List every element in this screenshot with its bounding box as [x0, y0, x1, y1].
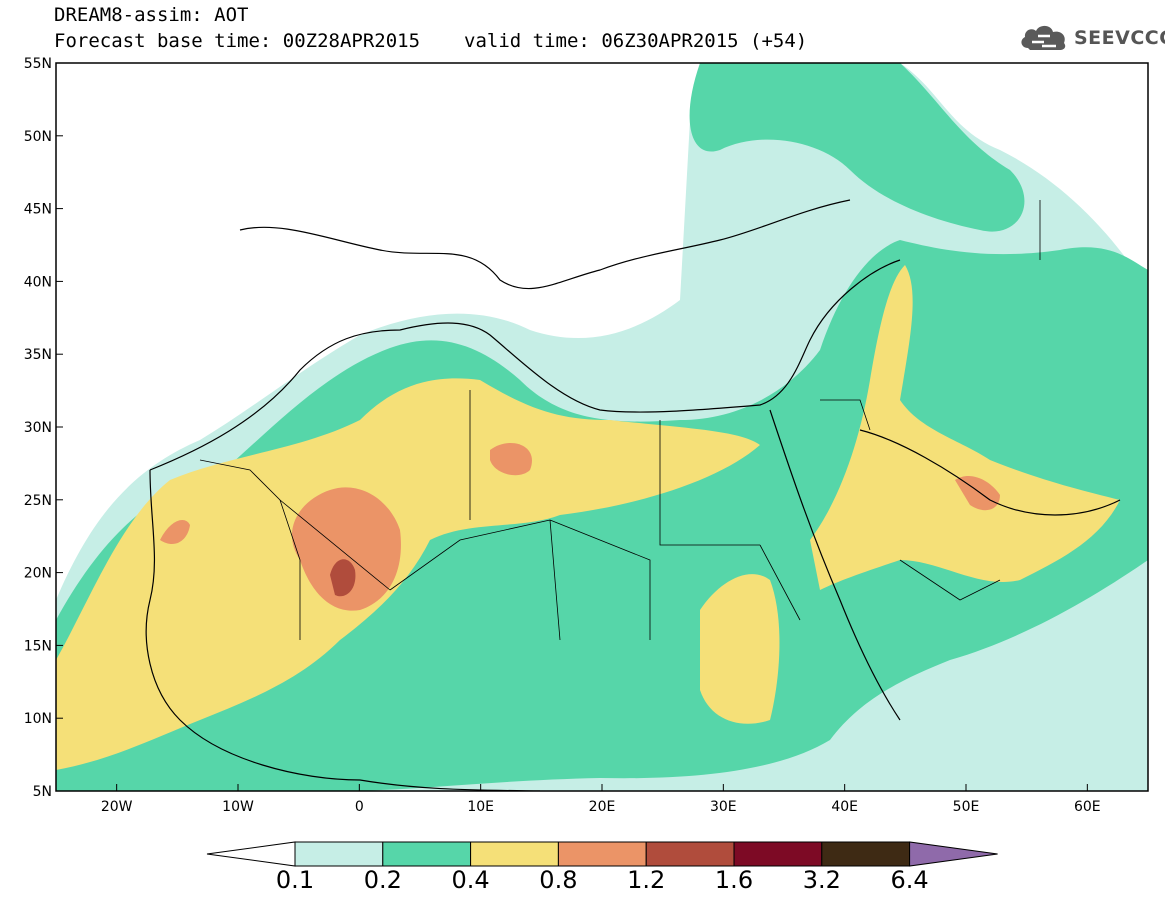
lat-tick-label: 40N [24, 274, 52, 290]
colorbar-label: 0.4 [451, 866, 490, 894]
lat-tick-label: 30N [24, 420, 52, 436]
cloud-icon [1021, 25, 1066, 50]
aot-contour-0.4 [56, 378, 760, 770]
valid-time: valid time: 06Z30APR2015 (+54) [464, 30, 808, 52]
colorbar-box [645, 841, 735, 867]
colorbar-box [821, 841, 911, 867]
colorbar [206, 841, 998, 867]
lat-tick-label: 15N [24, 638, 52, 654]
colorbar-label: 0.8 [539, 866, 578, 894]
lat-tick-label: 5N [33, 784, 52, 800]
lon-tick-label: 10W [222, 799, 254, 815]
logo-text: SEEVCCC [1074, 27, 1165, 49]
colorbar-box [557, 841, 647, 867]
colorbar-label: 6.4 [890, 866, 929, 894]
country-borders [199, 200, 1041, 641]
lon-tick-label: 40E [831, 799, 858, 815]
lon-tick-label: 50E [953, 799, 980, 815]
aot-contour-0.8-gulf [955, 475, 1000, 511]
aot-field [56, 63, 1148, 791]
lat-tick-label: 55N [24, 56, 52, 72]
colorbar-label: 1.2 [627, 866, 666, 894]
aot-contour-0.8 [291, 487, 401, 611]
lat-tick-label: 25N [24, 493, 52, 509]
colorbar-over-arrow [909, 841, 998, 867]
aot-contour-0.2-north [689, 63, 1025, 232]
lon-tick-label: 20E [589, 799, 616, 815]
lat-tick-label: 20N [24, 566, 52, 582]
lat-tick-label: 45N [24, 202, 52, 218]
lon-tick-label: 10E [467, 799, 494, 815]
colorbar-label: 3.2 [802, 866, 841, 894]
lat-tick-label: 10N [24, 711, 52, 727]
colorbar-label: 1.6 [714, 866, 754, 894]
aot-contour-0.4-sudan [700, 574, 780, 724]
lat-tick-label: 50N [24, 129, 52, 145]
aot-contour-0.8-libya [490, 442, 532, 476]
coastline [145, 199, 1121, 791]
lon-tick-label: 30E [710, 799, 737, 815]
colorbar-box [733, 841, 823, 867]
seevccc-logo: SEEVCCC [1018, 22, 1165, 54]
colorbar-box [294, 841, 384, 867]
map-title: DREAM8-assim: AOT [54, 4, 249, 26]
latitude-axis: 55N 50N 45N 40N 35N 30N 25N 20N 15N 10N 5N [24, 56, 63, 800]
lon-tick-label: 0 [355, 799, 364, 815]
lon-tick-label: 20W [101, 799, 133, 815]
aot-contour-0.4-arabia [810, 265, 1120, 590]
colorbar-box [382, 841, 472, 867]
colorbar-label: 0.1 [275, 866, 315, 894]
base-time: Forecast base time: 00Z28APR2015 [54, 30, 421, 52]
lon-tick-label: 60E [1074, 799, 1101, 815]
colorbar-under-arrow [206, 841, 296, 867]
colorbar-box [470, 841, 559, 867]
colorbar-label: 0.2 [363, 866, 402, 894]
lat-tick-label: 35N [24, 347, 52, 363]
forecast-times: Forecast base time: 00Z28APR2015 valid ti… [54, 30, 807, 52]
longitude-axis: 20W 10W 0 10E 20E 30E 40E 50E 60E [101, 784, 1101, 815]
aot-contour-0.8-west [160, 520, 190, 545]
aot-contour-1.2 [330, 559, 356, 597]
